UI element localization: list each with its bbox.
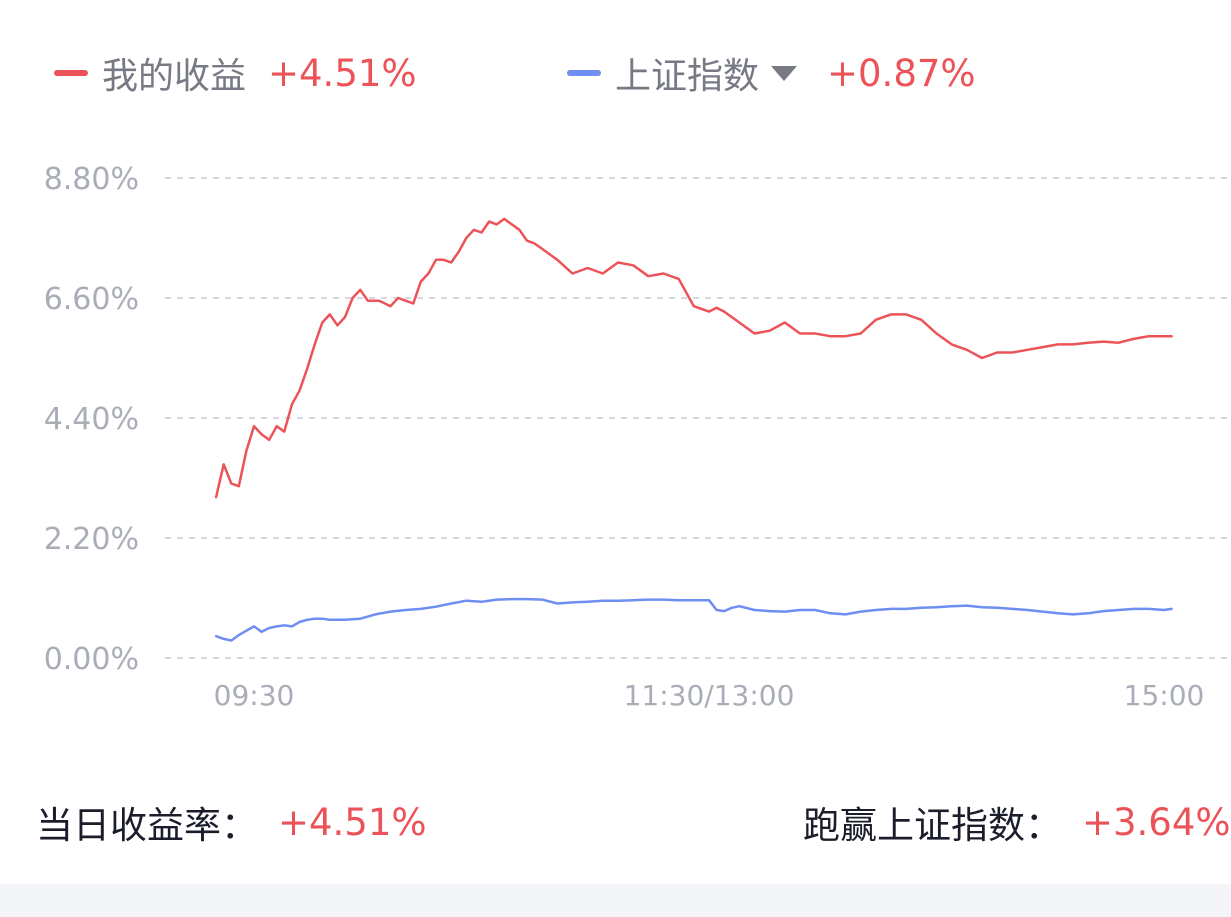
x-tick-label: 11:30/13:00 (624, 679, 795, 712)
legend-label-mine: 我的收益 (102, 56, 247, 97)
legend-label-index: 上证指数 (615, 56, 760, 97)
beat-index: 跑赢上证指数： +3.64% (803, 792, 1231, 852)
y-tick-label: 4.40% (44, 402, 139, 437)
chart-legend: 我的收益 +4.51% 上证指数 +0.87% (0, 38, 1231, 108)
caret-down-icon[interactable] (771, 65, 798, 81)
y-tick-label: 6.60% (44, 282, 139, 317)
legend-swatch-index (567, 70, 601, 76)
beat-index-label: 跑赢上证指数： (803, 804, 1062, 847)
y-tick-label: 0.00% (44, 642, 139, 677)
y-tick-label: 2.20% (44, 522, 139, 557)
beat-index-value: +3.64% (1082, 800, 1231, 844)
legend-value-index: +0.87% (827, 51, 976, 95)
daily-return: 当日收益率： +4.51% (36, 792, 427, 852)
legend-value-mine: +4.51% (268, 51, 417, 95)
series-line-index (214, 597, 1173, 642)
y-tick-label: 8.80% (44, 162, 139, 197)
x-tick-label: 15:00 (1124, 679, 1205, 712)
x-tick-label: 09:30 (214, 679, 295, 712)
intraday-return-chart: 8.80% 6.60% 4.40% 2.20% 0.00% 09:30 11:30/13:0… (44, 162, 1231, 712)
footer-bar (0, 884, 1231, 917)
legend-item-mine[interactable]: 我的收益 +4.51% (54, 38, 417, 108)
daily-return-value: +4.51% (278, 800, 427, 844)
legend-item-index[interactable]: 上证指数 +0.87% (567, 38, 976, 108)
summary-row: 当日收益率： +4.51% 跑赢上证指数： +3.64% (0, 792, 1231, 852)
legend-swatch-mine (54, 70, 88, 76)
series-line-mine (214, 217, 1173, 499)
daily-return-label: 当日收益率： (36, 804, 258, 847)
